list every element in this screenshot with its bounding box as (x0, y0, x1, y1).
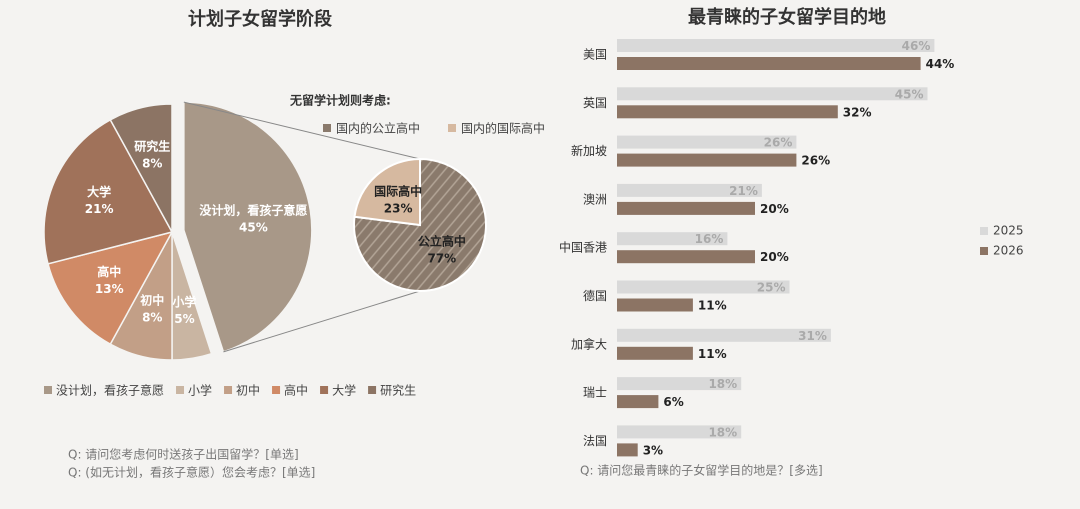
legend-marker (176, 386, 185, 394)
note: Q: 请问您考虑何时送孩子出国留学？[单选] (68, 447, 299, 462)
legend-marker (320, 386, 329, 394)
slice-label: 初中 (140, 292, 164, 307)
slice-value-label: 23% (384, 202, 413, 216)
connector (223, 290, 421, 353)
bar (617, 105, 838, 119)
sub-pie-slice (353, 157, 487, 292)
slice-value-label: 8% (142, 157, 162, 171)
y-tick-label: 加拿大 (571, 336, 607, 351)
bar (617, 280, 790, 294)
legend-marker (980, 247, 988, 255)
bar (617, 250, 755, 264)
note: Q: 请问您最青睐的子女留学目的地是？[多选] (580, 463, 823, 478)
slice-value-label: 77% (427, 251, 456, 265)
y-tick-label: 中国香港 (559, 240, 607, 255)
bar-value-label: 31% (798, 329, 827, 343)
legend-marker (44, 386, 52, 394)
slice-value-label: 21% (85, 202, 114, 216)
y-tick-label: 英国 (583, 96, 607, 110)
y-tick-label: 新加坡 (571, 143, 607, 158)
bar (617, 346, 693, 360)
legend-marker (272, 386, 281, 394)
slice-label: 大学 (87, 184, 111, 199)
pie-slice (43, 118, 174, 265)
legend-marker (368, 386, 377, 394)
legend-marker (224, 386, 233, 394)
bar (617, 232, 728, 246)
bar-value-label: 20% (760, 202, 789, 216)
legend-marker (980, 227, 988, 235)
sub-pie-title: 无留学计划则考虑: (289, 93, 391, 108)
sub-pie-slice (353, 157, 421, 227)
note: Q: (如无计划，看孩子意愿）您会考虑？[单选] (68, 465, 315, 480)
y-tick-label: 美国 (583, 48, 607, 62)
bar (617, 377, 742, 391)
legend-label: 没计划，看孩子意愿 (56, 383, 164, 398)
bar (617, 57, 921, 70)
legend-label: 2025 (993, 224, 1024, 238)
bar (617, 298, 693, 312)
bar-value-label: 26% (801, 154, 830, 168)
bar-value-label: 11% (698, 347, 727, 361)
legend-label: 小学 (188, 383, 212, 398)
bar (617, 39, 935, 52)
slice-value-label: 8% (142, 310, 162, 324)
slice-label: 高中 (97, 264, 121, 279)
bar (617, 87, 928, 101)
bar (617, 135, 797, 149)
bar-value-label: 44% (926, 57, 955, 71)
slice-label: 小学 (172, 294, 196, 309)
chart-title: 计划子女留学阶段 (188, 8, 333, 30)
pie-slice (47, 230, 174, 346)
bar-value-label: 20% (760, 250, 789, 264)
chart-title: 最青睐的子女留学目的地 (688, 6, 886, 28)
bar-value-label: 21% (729, 184, 758, 198)
bar-value-label: 11% (698, 299, 727, 313)
bar-value-label: 3% (643, 443, 663, 457)
connector (183, 101, 421, 160)
legend-label: 大学 (332, 383, 356, 398)
legend-label: 高中 (284, 383, 308, 398)
bar-value-label: 46% (902, 39, 931, 53)
bar-value-label: 25% (757, 281, 786, 295)
legend-label: 2026 (993, 244, 1024, 258)
slice-value-label: 5% (174, 312, 194, 326)
y-tick-label: 法国 (583, 434, 607, 448)
slice-label: 没计划，看孩子意愿 (199, 203, 307, 218)
slice-value-label: 45% (239, 221, 268, 235)
legend-marker (323, 124, 331, 132)
y-tick-label: 澳洲 (583, 192, 607, 206)
bar-value-label: 6% (663, 395, 683, 409)
legend-label: 国内的公立高中 (336, 121, 420, 136)
slice-label: 研究生 (134, 139, 170, 154)
bar (617, 153, 797, 167)
y-tick-label: 瑞士 (583, 386, 607, 400)
slice-label: 公立高中 (418, 233, 466, 248)
legend-label: 初中 (236, 383, 260, 398)
y-tick-label: 德国 (583, 288, 607, 303)
pie-slice (183, 101, 313, 353)
bar-value-label: 32% (843, 105, 872, 119)
bar (617, 443, 638, 457)
bar-value-label: 16% (695, 232, 724, 246)
legend-label: 研究生 (380, 383, 416, 398)
bar (617, 183, 762, 197)
legend-label: 国内的国际高中 (461, 121, 545, 136)
bar (617, 425, 742, 439)
bar (617, 328, 831, 342)
legend-marker (448, 124, 456, 132)
slice-value-label: 13% (95, 282, 124, 296)
bar-value-label: 18% (708, 377, 737, 391)
bar-value-label: 45% (895, 87, 924, 101)
bar (617, 201, 755, 215)
bar-value-label: 18% (708, 425, 737, 439)
pie-slice (109, 103, 173, 233)
slice-label: 国际高中 (374, 184, 422, 199)
bar (617, 395, 659, 409)
bar-value-label: 26% (764, 136, 793, 150)
